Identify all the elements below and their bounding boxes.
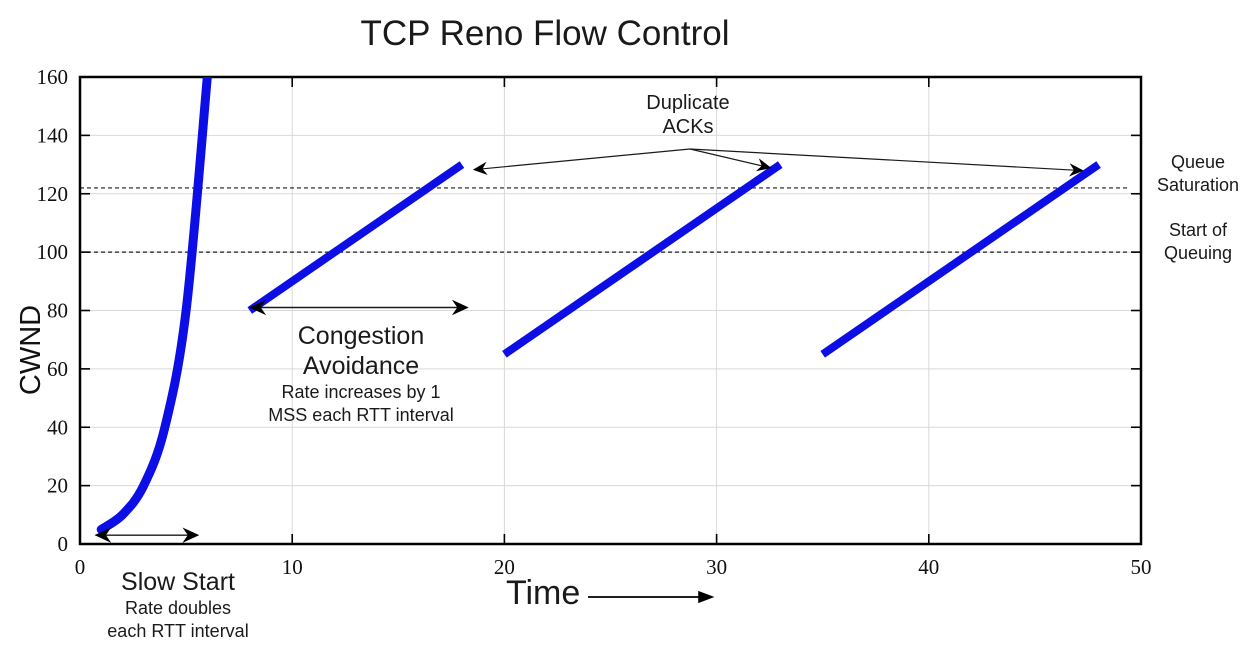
duplicate-acks-line1: Duplicate <box>646 92 730 114</box>
slow-start-line2: each RTT interval <box>107 620 249 641</box>
start-of-queuing-line2: Queuing <box>1163 242 1233 263</box>
y-tick-label: 120 <box>37 182 69 206</box>
queue-saturation-label: Queue Saturation <box>1145 151 1251 196</box>
queue-saturation-line2: Saturation <box>1156 174 1240 195</box>
congestion-heading-line2: Avoidance <box>302 352 420 380</box>
y-tick-label: 100 <box>37 240 69 264</box>
series-congestion-avoidance-3-line <box>820 161 1101 358</box>
congestion-avoidance-annotation: Congestion Avoidance Rate increases by 1… <box>230 321 492 426</box>
y-tick-label: 160 <box>37 65 69 89</box>
x-tick-label: 20 <box>494 555 515 579</box>
slow-start-annotation: Slow Start Rate doubles each RTT interva… <box>70 567 286 642</box>
series-group <box>96 77 1101 534</box>
slow-start-heading: Slow Start <box>121 568 235 596</box>
duplicate-acks-arrow-2 <box>689 148 772 172</box>
chart-title: TCP Reno Flow Control <box>360 14 730 53</box>
x-tick-label: 30 <box>706 555 727 579</box>
series-congestion-avoidance-2-line <box>502 161 783 358</box>
y-tick-label: 20 <box>47 474 68 498</box>
duplicate-acks-annotation: Duplicate ACKs <box>588 91 788 139</box>
duplicate-acks-line2: ACKs <box>662 116 714 138</box>
duplicate-acks-arrows <box>472 148 1084 177</box>
series-congestion-avoidance-1-line <box>247 161 465 314</box>
duplicate-acks-arrow-1 <box>472 148 691 175</box>
axis-ticks <box>80 77 1141 544</box>
tick-labels: 0 10 20 30 40 50 0 20 40 60 80 100 120 140 160 <box>37 65 1152 579</box>
x-tick-label: 10 <box>282 555 303 579</box>
congestion-line2: MSS each RTT interval <box>268 404 454 425</box>
y-axis-title: CWND <box>15 304 47 396</box>
start-of-queuing-label: Start of Queuing <box>1145 219 1251 264</box>
congestion-heading-line1: Congestion <box>297 322 425 350</box>
y-tick-label: 140 <box>37 123 69 147</box>
x-tick-label: 40 <box>918 555 939 579</box>
slow-start-line1: Rate doubles <box>124 598 232 618</box>
start-of-queuing-line1: Start of <box>1168 220 1228 240</box>
x-tick-label: 50 <box>1131 555 1152 579</box>
y-tick-label: 60 <box>47 357 68 381</box>
y-tick-label: 80 <box>47 299 68 323</box>
y-tick-label: 40 <box>47 415 68 439</box>
duplicate-acks-arrow-3 <box>689 148 1084 177</box>
x-tick-label: 0 <box>75 555 86 579</box>
congestion-line1: Rate increases by 1 <box>281 382 441 402</box>
plot-border <box>78 75 1143 546</box>
gridlines <box>80 77 1141 544</box>
queue-saturation-line1: Queue <box>1170 152 1226 172</box>
x-axis-title: Time <box>506 574 581 612</box>
series-slow-start-line <box>96 77 212 534</box>
y-tick-label: 0 <box>58 532 69 556</box>
